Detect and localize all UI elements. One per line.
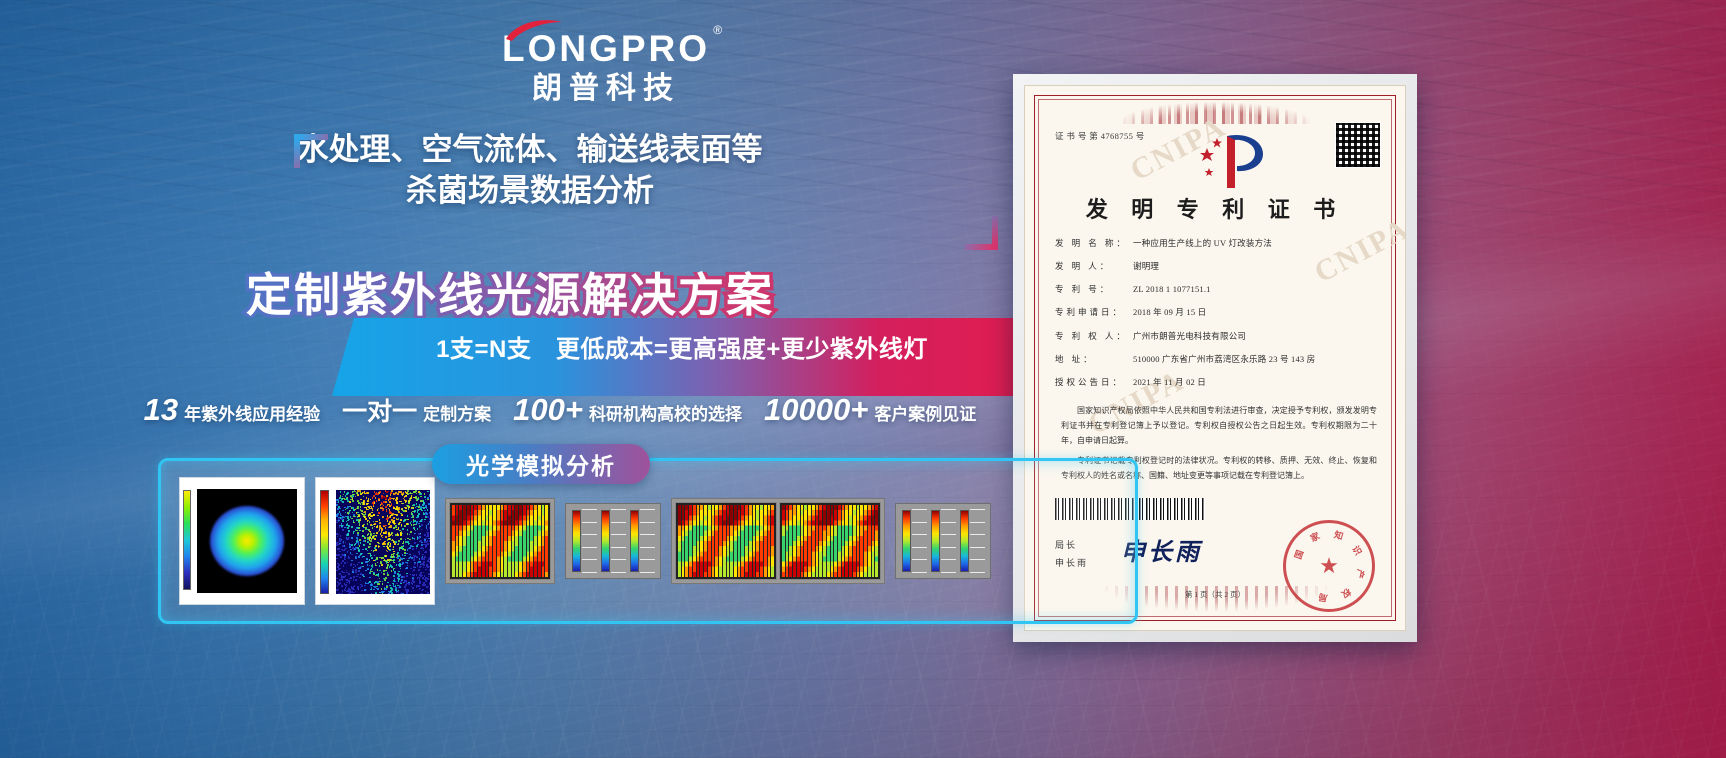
field-value: 谢明理 <box>1133 261 1381 272</box>
stat-label: 客户案例见证 <box>874 400 976 425</box>
legend-block-2 <box>895 503 991 579</box>
cnipa-emblem-icon <box>1197 128 1273 190</box>
heatmap-strip <box>779 502 881 580</box>
certificate-number: 证 书 号 第 4768755 号 <box>1055 130 1145 142</box>
heatmap-strip <box>675 502 777 580</box>
simulation-panel <box>158 458 1138 624</box>
stat-label: 定制方案 <box>423 400 491 425</box>
field-value: 2021 年 11 月 02 日 <box>1133 377 1381 388</box>
brand-name-cn: 朗普科技 <box>486 74 726 104</box>
certificate-row: 发 明 人： 谢明理 <box>1055 261 1381 272</box>
plot-field <box>197 489 297 593</box>
stat-item-2: 100+ 科研机构高校的选择 <box>513 392 742 428</box>
main-headline: 定制紫外线光源解决方案 定制紫外线光源解决方案 <box>0 272 1020 318</box>
qr-code <box>1335 122 1381 168</box>
stat-number: 13 <box>144 392 178 428</box>
field-key: 发 明 人： <box>1055 261 1133 272</box>
corner-bracket-bottom-right <box>964 216 998 250</box>
legend-column <box>901 508 927 574</box>
stat-item-1: 一对一 定制方案 <box>342 392 491 428</box>
legend-column <box>571 508 597 574</box>
heatmap-group-1 <box>445 498 555 584</box>
legend-column <box>959 508 985 574</box>
subheadline-line-1: 水处理、空气流体、输送线表面等 <box>290 130 770 171</box>
brand-name-text: LONGPRO <box>502 28 710 69</box>
certificate-row: 专 利 号： ZL 2018 1 1077151.1 <box>1055 284 1381 295</box>
field-value: 一种应用生产线上的 UV 灯改装方法 <box>1133 238 1381 249</box>
field-key: 专利申请日： <box>1055 307 1133 318</box>
stat-number: 10000+ <box>764 392 868 428</box>
corner-bracket-top-left <box>294 134 328 168</box>
colorbar <box>320 490 329 594</box>
irradiance-contour-plot <box>179 477 305 605</box>
subheadline-block: 水处理、空气流体、输送线表面等 杀菌场景数据分析 <box>290 130 770 212</box>
ray-scatter-plot <box>315 477 435 605</box>
plot-field <box>336 490 430 594</box>
field-value: ZL 2018 1 1077151.1 <box>1133 284 1381 295</box>
certificate-row: 专利申请日： 2018 年 09 月 15 日 <box>1055 307 1381 318</box>
certificate-fields: 发 明 名 称： 一种应用生产线上的 UV 灯改装方法 发 明 人： 谢明理 专… <box>1055 238 1381 400</box>
stat-label: 科研机构高校的选择 <box>589 400 742 425</box>
irradiance-blob <box>210 506 284 576</box>
legend-column <box>930 508 956 574</box>
field-key: 发 明 名 称： <box>1055 238 1133 249</box>
legend-column <box>629 508 655 574</box>
heatmap-strip <box>449 502 551 580</box>
stat-item-0: 13 年紫外线应用经验 <box>144 392 320 428</box>
certificate-row: 专 利 权 人： 广州市朗普光电科技有限公司 <box>1055 331 1381 342</box>
certificate-row: 授权公告日： 2021 年 11 月 02 日 <box>1055 377 1381 388</box>
field-key: 地 址： <box>1055 354 1133 365</box>
legend-block-1 <box>565 503 661 579</box>
certificate-row: 地 址： 510000 广东省广州市荔湾区永乐路 23 号 143 房 <box>1055 354 1381 365</box>
banner-stage: LONGPRO ® 朗普科技 水处理、空气流体、输送线表面等 杀菌场景数据分析 … <box>0 0 1726 758</box>
stats-row: 13 年紫外线应用经验 一对一 定制方案 100+ 科研机构高校的选择 1000… <box>100 392 1020 432</box>
legend-column <box>600 508 626 574</box>
stat-label: 年紫外线应用经验 <box>184 400 320 425</box>
brand-wordmark: LONGPRO ® <box>502 30 710 67</box>
stat-number: 一对一 <box>342 392 417 428</box>
field-value: 510000 广东省广州市荔湾区永乐路 23 号 143 房 <box>1133 354 1381 365</box>
stat-item-3: 10000+ 客户案例见证 <box>764 392 976 428</box>
main-headline-text: 定制紫外线光源解决方案 <box>246 269 774 321</box>
field-key: 专 利 号： <box>1055 284 1133 295</box>
heatmap-group-2 <box>671 498 885 584</box>
brand-logo: LONGPRO ® 朗普科技 <box>486 30 726 104</box>
registered-mark: ® <box>713 24 725 36</box>
certificate-title: 发 明 专 利 证 书 <box>1025 192 1405 224</box>
field-value: 广州市朗普光电科技有限公司 <box>1133 331 1381 342</box>
field-value: 2018 年 09 月 15 日 <box>1133 307 1381 318</box>
field-key: 专 利 权 人： <box>1055 331 1133 342</box>
colorbar <box>183 490 191 590</box>
certificate-paragraph-1: 国家知识产权局依照中华人民共和国专利法进行审查，决定授予专利权，颁发发明专利证书… <box>1061 404 1377 448</box>
stat-number: 100+ <box>513 392 583 428</box>
headline-subline: 1支=N支 更低成本=更高强度+更少紫外线灯 <box>332 324 1032 368</box>
field-key: 授权公告日： <box>1055 377 1133 388</box>
subheadline-line-2: 杀菌场景数据分析 <box>290 171 770 212</box>
optical-simulation-badge: 光学模拟分析 <box>432 444 650 484</box>
certificate-row: 发 明 名 称： 一种应用生产线上的 UV 灯改装方法 <box>1055 238 1381 249</box>
